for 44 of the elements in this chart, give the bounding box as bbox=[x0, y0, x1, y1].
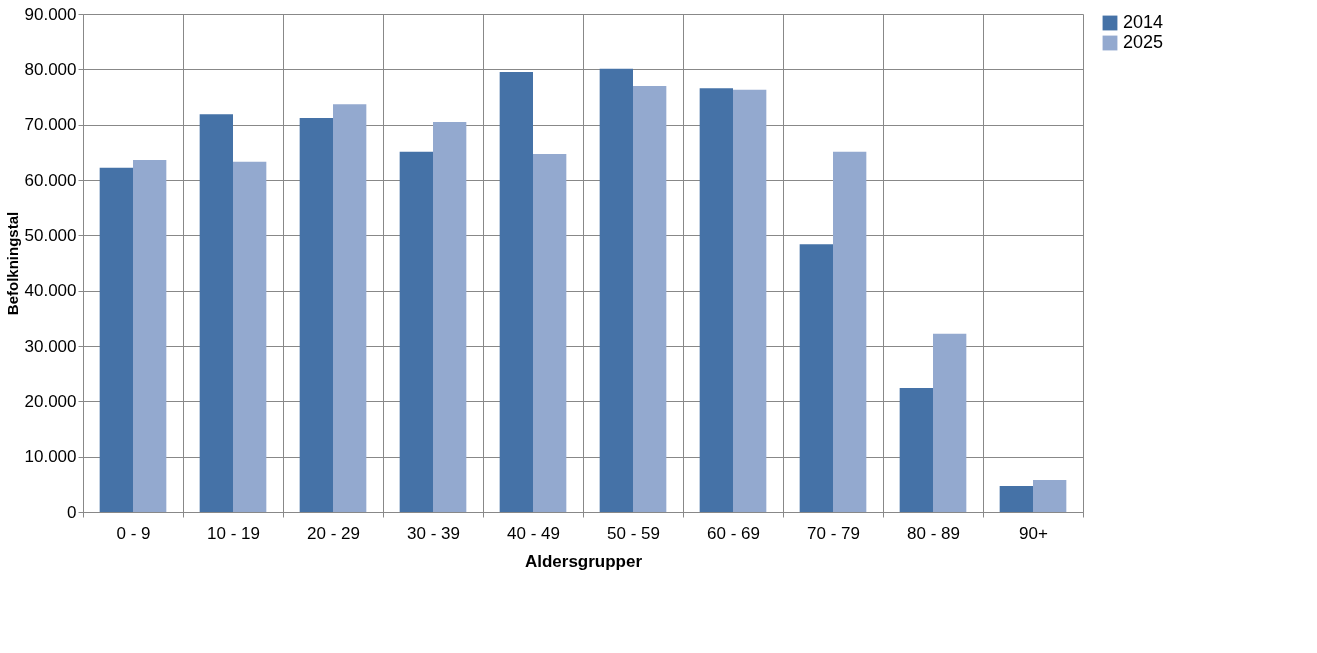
x-tick-label: 90+ bbox=[1019, 523, 1048, 543]
legend-label: 2025 bbox=[1123, 32, 1164, 52]
bar bbox=[599, 68, 633, 512]
y-tick-label: 90.000 bbox=[24, 4, 77, 24]
x-tick-label: 30 - 39 bbox=[407, 523, 460, 543]
y-tick-label: 50.000 bbox=[24, 225, 77, 245]
y-axis-title: Befolkningstal bbox=[3, 211, 21, 316]
y-tick-label: 10.000 bbox=[24, 447, 77, 467]
bar bbox=[433, 121, 467, 512]
bar bbox=[999, 485, 1033, 512]
bar bbox=[633, 85, 667, 512]
bar bbox=[333, 104, 367, 512]
x-tick-label: 80 - 89 bbox=[907, 523, 960, 543]
bar bbox=[533, 153, 567, 512]
bar bbox=[499, 72, 533, 512]
bar bbox=[399, 151, 433, 512]
x-axis-title: Aldersgrupper bbox=[524, 551, 643, 571]
bar bbox=[833, 151, 867, 512]
x-tick-label: 10 - 19 bbox=[207, 523, 260, 543]
x-tick-label: 20 - 29 bbox=[307, 523, 360, 543]
y-tick-label: 0 bbox=[67, 502, 77, 522]
x-tick-label: 60 - 69 bbox=[707, 523, 760, 543]
y-tick-label: 80.000 bbox=[24, 59, 77, 79]
y-tick-label: 20.000 bbox=[24, 391, 77, 411]
legend-label: 2014 bbox=[1123, 12, 1164, 32]
bar bbox=[199, 114, 233, 512]
bar bbox=[899, 388, 933, 512]
bar bbox=[699, 88, 733, 512]
x-tick-label: 0 - 9 bbox=[116, 523, 151, 543]
bar bbox=[933, 333, 967, 512]
y-tick-label: 60.000 bbox=[24, 170, 77, 190]
bar bbox=[133, 160, 167, 512]
y-tick-label: 40.000 bbox=[24, 281, 77, 301]
x-tick-label: 70 - 79 bbox=[807, 523, 860, 543]
bar bbox=[1033, 479, 1067, 512]
bar bbox=[99, 167, 133, 512]
bar bbox=[733, 89, 767, 512]
y-tick-label: 30.000 bbox=[24, 336, 77, 356]
bar bbox=[233, 161, 267, 512]
bar bbox=[799, 244, 833, 512]
x-tick-label: 50 - 59 bbox=[607, 523, 660, 543]
x-tick-label: 40 - 49 bbox=[507, 523, 560, 543]
y-tick-label: 70.000 bbox=[24, 115, 77, 135]
bar bbox=[299, 118, 333, 512]
